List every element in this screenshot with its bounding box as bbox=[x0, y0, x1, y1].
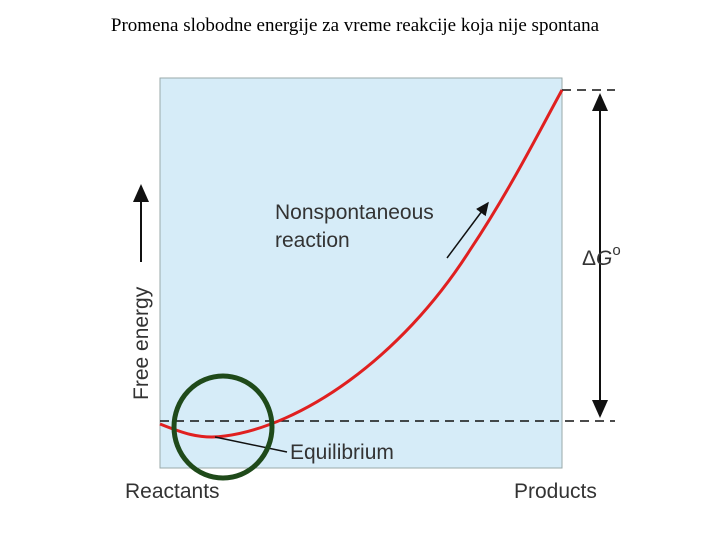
reactants-label: Reactants bbox=[125, 480, 220, 503]
equilibrium-highlight-circle bbox=[171, 373, 275, 481]
equilibrium-pointer bbox=[214, 436, 288, 453]
delta-g-variable: G bbox=[596, 247, 612, 270]
delta-g-label: ΔGo bbox=[582, 242, 621, 270]
curve-label-line: Nonspontaneous bbox=[275, 201, 434, 224]
y-axis-label: Free energy bbox=[130, 286, 153, 400]
curve-label-line: reaction bbox=[275, 229, 350, 252]
equilibrium-label: Equilibrium bbox=[290, 441, 394, 464]
products-label: Products bbox=[514, 480, 597, 503]
free-energy-curve bbox=[159, 89, 564, 439]
delta-g-superscript: o bbox=[612, 242, 620, 259]
curve-pointer bbox=[446, 201, 489, 259]
delta-symbol: Δ bbox=[582, 247, 596, 270]
slide-title: Promena slobodne energije za vreme reakc… bbox=[111, 15, 600, 36]
plot-area bbox=[159, 77, 563, 469]
